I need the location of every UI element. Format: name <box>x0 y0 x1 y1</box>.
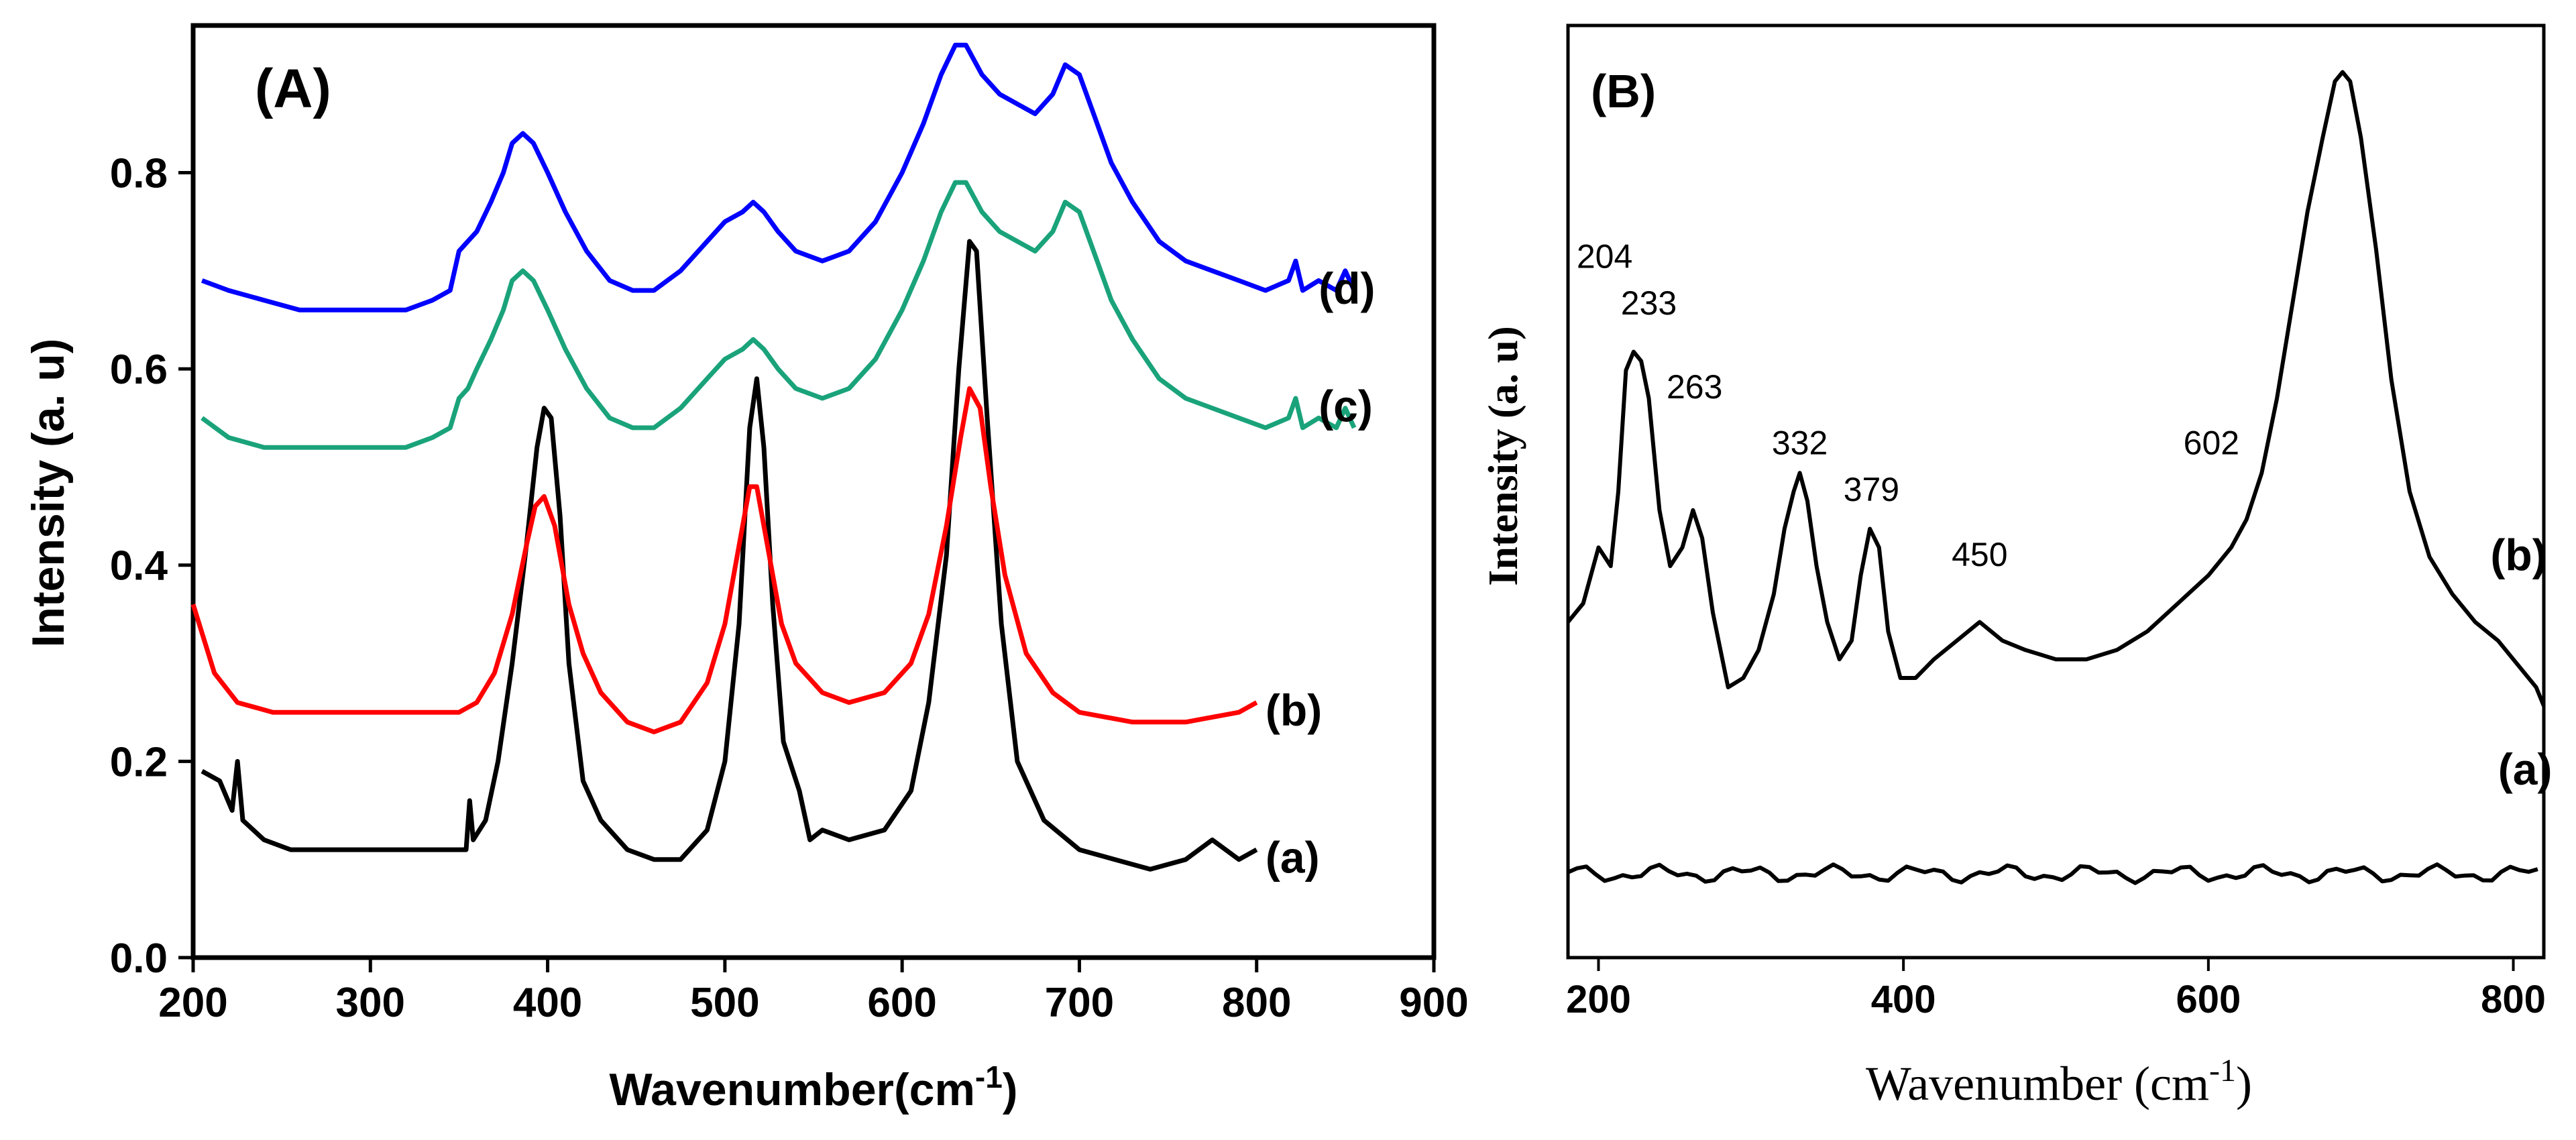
panel-b-x-axis-title-close: ) <box>2236 1057 2252 1110</box>
panel-a-series-d-line <box>201 42 1357 312</box>
panel-b-peak-label-263: 263 <box>1667 368 1722 406</box>
panel-b-peak-label-688: 688 <box>2314 0 2370 5</box>
panel-a-x-axis-title-main: Wavenumber(cm <box>610 1064 975 1115</box>
panel-a-x-tick-label: 300 <box>336 980 405 1026</box>
panel-b-series-group <box>1566 70 2546 885</box>
panel-a-series-d-label: (d) <box>1319 264 1375 313</box>
panel-a-x-tick-label: 200 <box>158 980 227 1026</box>
panel-b-label: (B) <box>1591 65 1656 117</box>
panel-b-x-tick-label: 800 <box>2481 978 2546 1021</box>
panel-b-peak-label-233: 233 <box>1621 284 1677 322</box>
panel-a-plot-frame <box>190 23 1437 960</box>
panel-b-x-axis-title-sup: -1 <box>2209 1053 2236 1088</box>
panel-a-series-a-label: (a) <box>1266 833 1320 882</box>
panel-a-x-tick-label: 700 <box>1045 980 1114 1026</box>
panel-b-peak-label-602: 602 <box>2184 424 2239 461</box>
panel-b-peak-annotations: 204 233 263 332 379 450 602 688 <box>1577 0 2371 573</box>
panel-a-x-tick-label: 900 <box>1399 980 1468 1026</box>
panel-b-peak-label-450: 450 <box>1952 536 2007 573</box>
panel-a-y-tick-label: 0.4 <box>110 543 168 589</box>
panel-b-series-a-label: (a) <box>2498 744 2553 794</box>
panel-a-y-axis-title: Intensity (a. u) <box>23 339 74 648</box>
panel-b-x-tick-label: 400 <box>1871 978 1936 1021</box>
panel-a-y-tick-label: 0.0 <box>110 935 168 982</box>
panel-b-x-tick-label: 600 <box>2176 978 2241 1021</box>
panel-b-series-b-label: (b) <box>2490 530 2546 579</box>
panel-a-y-tick-label: 0.6 <box>110 347 168 393</box>
panel-a-series-b-label: (b) <box>1266 685 1322 735</box>
panel-a-label: (A) <box>255 58 331 119</box>
panel-a-x-tick-label: 800 <box>1222 980 1291 1026</box>
panel-b-series-b-line <box>1566 70 2546 707</box>
panel-b-series-a-line <box>1567 862 2538 885</box>
panel-b-x-tick-label: 200 <box>1566 978 1631 1021</box>
panel-a-ticks: 200 300 400 500 600 700 800 900 0.0 0.2 0.4 0.6 0.8 <box>110 150 1469 1026</box>
panel-a-series-c-line <box>201 180 1357 450</box>
panel-b-series-labels: (b) (a) <box>2490 530 2552 794</box>
panel-a-series-group <box>190 42 1357 872</box>
panel-b-x-axis-title: Wavenumber (cm-1) <box>1866 1053 2252 1110</box>
panel-a-y-tick-label: 0.2 <box>110 739 168 785</box>
panel-a-x-tick-label: 600 <box>867 980 936 1026</box>
panel-a-x-axis-title: Wavenumber(cm-1) <box>610 1060 1018 1115</box>
panel-b-peak-label-204: 204 <box>1577 237 1632 275</box>
panel-a: 200 300 400 500 600 700 800 9000.00.20.40.60.8 … <box>23 23 1469 1115</box>
panel-b-peak-label-379: 379 <box>1844 471 1899 508</box>
panel-a-series-labels: (a) (b) (c) (d) <box>1266 264 1376 882</box>
panel-b-ticks: 200 400 600 800 <box>1566 958 2546 1021</box>
panel-a-x-axis-title-close: ) <box>1003 1064 1018 1115</box>
panel-b-peak-label-332: 332 <box>1772 424 1828 461</box>
panel-a-series-a-line <box>201 239 1258 872</box>
panel-a-y-tick-label: 0.8 <box>110 150 168 196</box>
panel-b-plot-frame <box>1566 23 2546 960</box>
panel-a-series-c-label: (c) <box>1319 382 1373 431</box>
panel-a-x-tick-label: 400 <box>513 980 582 1026</box>
panel-b-y-axis-title: Intensity (a. u) <box>1481 326 1526 586</box>
panel-a-series-b-line <box>190 386 1258 734</box>
panel-a-x-tick-label: 500 <box>690 980 759 1026</box>
panel-b-x-axis-title-main: Wavenumber (cm <box>1866 1057 2209 1110</box>
panel-a-x-axis-title-sup: -1 <box>975 1060 1003 1094</box>
panel-b: 200 400 600 800 (b) (a) 204 233 263 332 379 450 60… <box>1481 0 2552 1110</box>
